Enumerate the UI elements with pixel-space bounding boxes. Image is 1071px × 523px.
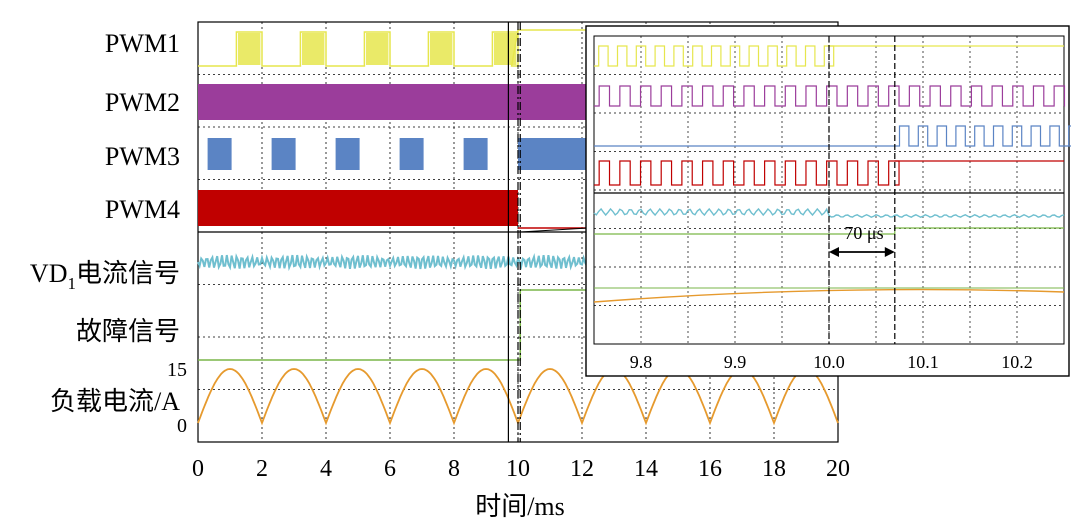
load-tick-0: 0 <box>177 415 187 437</box>
inset-pwm3 <box>894 125 1071 147</box>
inset-x-tick-label: 9.8 <box>630 352 653 372</box>
pwm1-burst <box>238 33 261 65</box>
x-tick-label: 8 <box>448 456 460 482</box>
x-tick-label: 20 <box>826 456 850 482</box>
label-vd1-sub: 1 <box>67 274 76 293</box>
inset-vd1 <box>593 207 1065 218</box>
trace-pwm1 <box>198 29 838 67</box>
pwm3-burst <box>335 138 360 170</box>
load-tick-15: 15 <box>167 359 187 381</box>
label-pwm4: PWM4 <box>105 195 180 224</box>
x-tick-label: 4 <box>320 456 332 482</box>
x-axis-ticks: 0 2 4 6 8 10 12 14 16 18 20 <box>192 456 850 482</box>
inset-x-ticks: 9.8 9.9 10.0 10.1 10.2 <box>630 352 1033 372</box>
label-pwm3: PWM3 <box>105 142 180 171</box>
label-vd1-main: VD <box>30 259 68 288</box>
pwm3-burst <box>399 138 424 170</box>
x-tick-label: 6 <box>384 456 396 482</box>
inset-annotation: 70 μs <box>844 223 883 243</box>
x-tick-label: 14 <box>634 456 658 482</box>
pwm1-burst <box>366 33 389 65</box>
inset-x-tick-label: 10.0 <box>813 352 845 372</box>
inset-x-tick-label: 10.2 <box>1001 352 1033 372</box>
pwm3-burst <box>463 138 488 170</box>
inset-pwm4 <box>594 160 900 186</box>
x-tick-label: 12 <box>570 456 594 482</box>
x-tick-label: 16 <box>698 456 722 482</box>
trace-pwm4 <box>198 190 518 226</box>
inset-zoom <box>585 25 1071 377</box>
inset-arrowhead-right <box>884 247 895 257</box>
zoom-connector <box>520 227 589 233</box>
label-pwm2: PWM2 <box>105 88 180 117</box>
inset-arrowhead-left <box>829 247 839 257</box>
pwm1-burst <box>430 33 453 65</box>
pwm3-burst <box>271 138 296 170</box>
x-tick-label: 2 <box>256 456 268 482</box>
inset-pwm2 <box>594 85 1066 107</box>
inset-x-tick-label: 9.9 <box>724 352 747 372</box>
inset-x-tick-label: 10.1 <box>907 352 939 372</box>
pwm3-burst <box>207 138 232 170</box>
label-fault: 故障信号 <box>76 317 180 346</box>
x-axis-label: 时间/ms <box>475 492 565 521</box>
x-tick-label: 10 <box>506 456 530 482</box>
label-pwm1: PWM1 <box>105 29 180 58</box>
label-vd1-rest: 电流信号 <box>76 259 180 288</box>
label-vd1: VD1电流信号 <box>30 259 180 293</box>
inset-background <box>585 25 1070 377</box>
x-tick-label: 0 <box>192 456 204 482</box>
inset-pwm1 <box>594 45 835 67</box>
pwm1-burst <box>494 33 517 65</box>
pwm1-burst <box>302 33 325 65</box>
x-tick-label: 18 <box>762 456 786 482</box>
label-load: 负载电流/A <box>50 387 180 416</box>
